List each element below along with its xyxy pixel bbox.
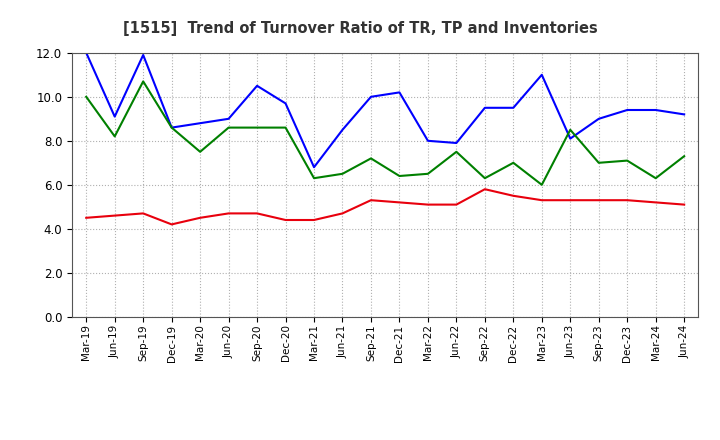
- Trade Payables: [282, 101, 290, 106]
- Trade Payables: [110, 114, 119, 119]
- Trade Payables: [509, 105, 518, 110]
- Trade Payables: [423, 138, 432, 143]
- Inventories: [680, 154, 688, 159]
- Trade Receivables: [366, 198, 375, 203]
- Inventories: [595, 160, 603, 165]
- Inventories: [196, 149, 204, 154]
- Inventories: [167, 125, 176, 130]
- Inventories: [652, 176, 660, 181]
- Line: Trade Receivables: Trade Receivables: [86, 189, 684, 224]
- Inventories: [395, 173, 404, 179]
- Trade Receivables: [566, 198, 575, 203]
- Inventories: [82, 94, 91, 99]
- Inventories: [623, 158, 631, 163]
- Trade Payables: [595, 116, 603, 121]
- Inventories: [139, 79, 148, 84]
- Inventories: [282, 125, 290, 130]
- Trade Receivables: [167, 222, 176, 227]
- Trade Receivables: [338, 211, 347, 216]
- Inventories: [480, 176, 489, 181]
- Trade Receivables: [225, 211, 233, 216]
- Trade Payables: [310, 165, 318, 170]
- Inventories: [566, 127, 575, 132]
- Trade Receivables: [652, 200, 660, 205]
- Trade Receivables: [452, 202, 461, 207]
- Trade Payables: [225, 116, 233, 121]
- Trade Receivables: [82, 215, 91, 220]
- Trade Receivables: [282, 217, 290, 223]
- Trade Receivables: [623, 198, 631, 203]
- Trade Receivables: [480, 187, 489, 192]
- Trade Payables: [167, 125, 176, 130]
- Trade Receivables: [253, 211, 261, 216]
- Trade Payables: [196, 121, 204, 126]
- Trade Payables: [82, 50, 91, 55]
- Trade Payables: [680, 112, 688, 117]
- Inventories: [310, 176, 318, 181]
- Trade Payables: [652, 107, 660, 113]
- Trade Receivables: [395, 200, 404, 205]
- Inventories: [225, 125, 233, 130]
- Inventories: [423, 171, 432, 176]
- Trade Payables: [480, 105, 489, 110]
- Trade Payables: [366, 94, 375, 99]
- Inventories: [253, 125, 261, 130]
- Trade Receivables: [537, 198, 546, 203]
- Trade Receivables: [310, 217, 318, 223]
- Trade Payables: [566, 136, 575, 141]
- Trade Receivables: [110, 213, 119, 218]
- Trade Payables: [395, 90, 404, 95]
- Inventories: [509, 160, 518, 165]
- Inventories: [110, 134, 119, 139]
- Line: Trade Payables: Trade Payables: [86, 53, 684, 167]
- Trade Receivables: [196, 215, 204, 220]
- Trade Payables: [139, 52, 148, 58]
- Inventories: [537, 182, 546, 187]
- Line: Inventories: Inventories: [86, 81, 684, 185]
- Inventories: [338, 171, 347, 176]
- Trade Receivables: [423, 202, 432, 207]
- Trade Receivables: [509, 193, 518, 198]
- Trade Receivables: [139, 211, 148, 216]
- Text: [1515]  Trend of Turnover Ratio of TR, TP and Inventories: [1515] Trend of Turnover Ratio of TR, TP…: [122, 21, 598, 36]
- Trade Payables: [452, 140, 461, 146]
- Trade Payables: [537, 72, 546, 77]
- Trade Payables: [338, 127, 347, 132]
- Inventories: [366, 156, 375, 161]
- Trade Receivables: [680, 202, 688, 207]
- Trade Payables: [253, 83, 261, 88]
- Inventories: [452, 149, 461, 154]
- Trade Receivables: [595, 198, 603, 203]
- Trade Payables: [623, 107, 631, 113]
